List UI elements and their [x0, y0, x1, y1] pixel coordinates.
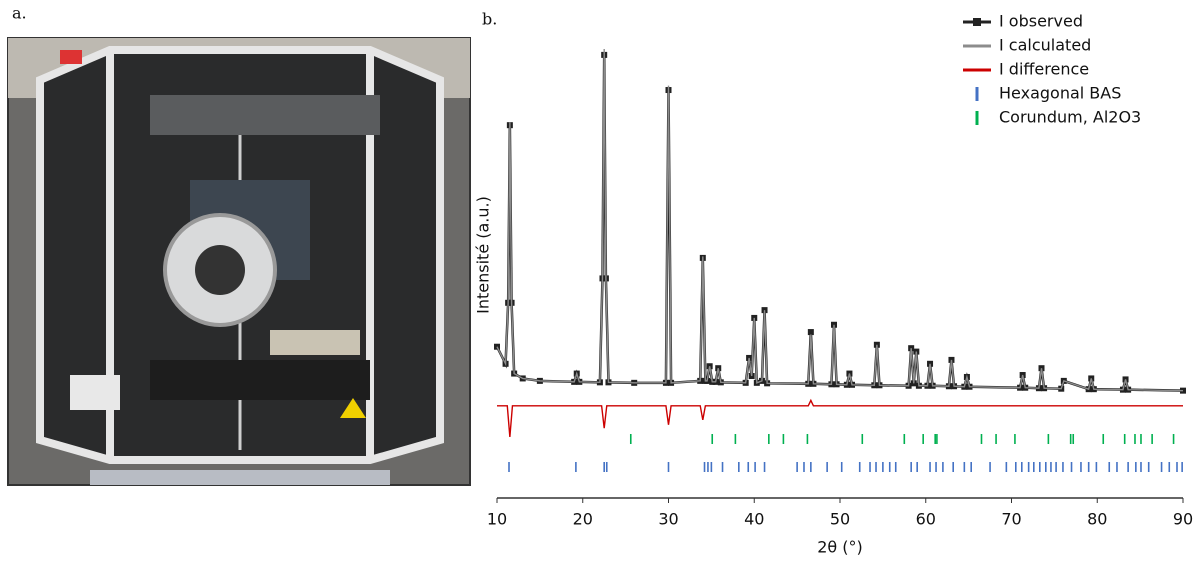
x-axis-label: 2θ (°) [817, 538, 863, 557]
legend-label: Hexagonal BAS [999, 84, 1121, 103]
line-series [497, 398, 1183, 438]
legend-label: I calculated [999, 36, 1091, 55]
x-tick-label: 40 [744, 510, 764, 529]
line-series [496, 49, 1184, 392]
x-tick-label: 80 [1087, 510, 1107, 529]
legend-label: I observed [999, 12, 1083, 31]
x-tick-label: 20 [573, 510, 593, 529]
data-point [807, 329, 814, 336]
x-tick-label: 10 [487, 510, 507, 529]
panel-label: a. [12, 4, 27, 23]
x-tick-label: 60 [916, 510, 936, 529]
legend-label: Corundum, Al2O3 [999, 108, 1141, 127]
photo [7, 37, 471, 486]
panel-label: b. [482, 10, 497, 29]
plot: Intensité (a.u.) 2θ (°) 10 20 30 40 50 60 70 80… [474, 12, 1194, 557]
y-axis-label: Intensité (a.u.) [474, 196, 493, 314]
line-series [495, 54, 1184, 392]
x-tick-label: 50 [830, 510, 850, 529]
legend-marker [973, 18, 981, 26]
x-tick-label: 30 [658, 510, 678, 529]
x-tick-label: 90 [1173, 510, 1193, 529]
x-tick-label: 70 [1001, 510, 1021, 529]
legend-label: I difference [999, 60, 1089, 79]
